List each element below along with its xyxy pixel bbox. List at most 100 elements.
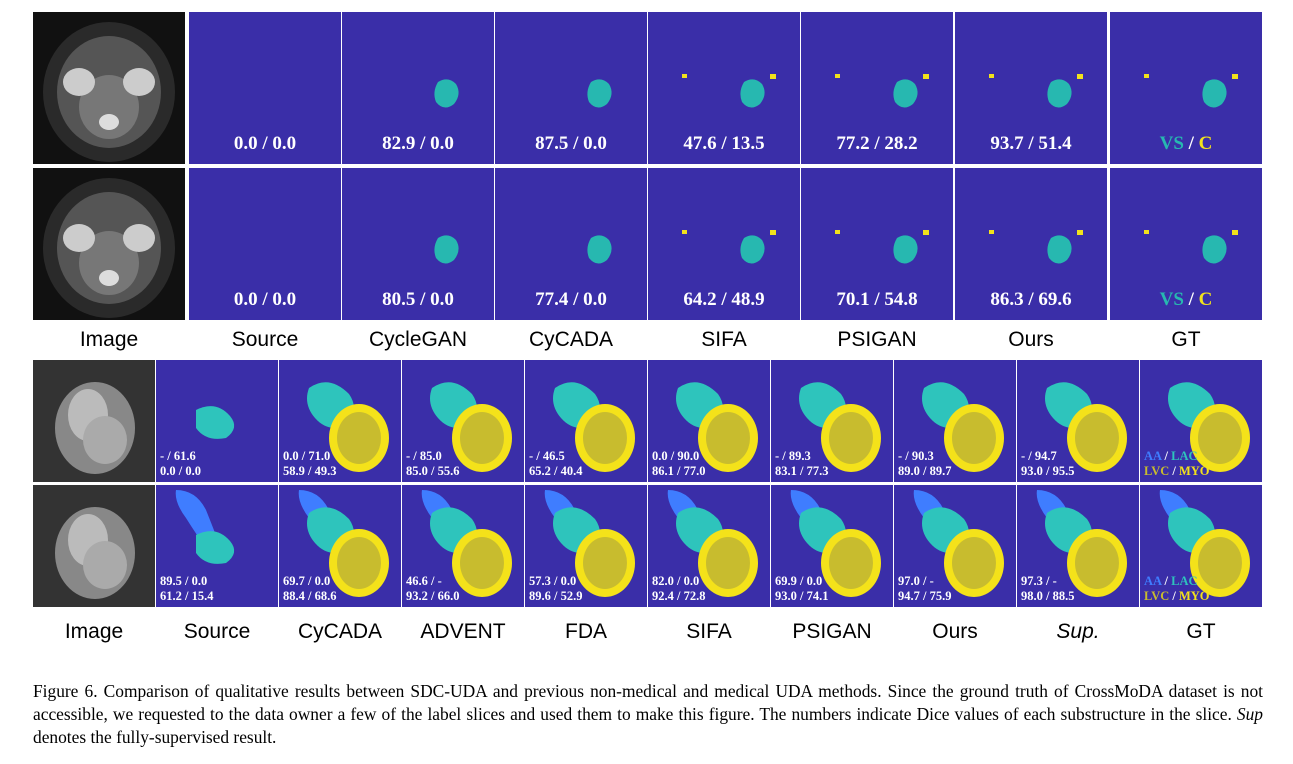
dice-score-line2: 85.0 / 55.6 bbox=[406, 464, 460, 478]
lac-mask bbox=[196, 406, 235, 439]
segmentation-cell: AA / LAC LVC / MYO bbox=[1140, 360, 1262, 482]
dice-score-line1: - / 61.6 bbox=[160, 449, 196, 463]
column-label: Source bbox=[183, 620, 251, 643]
column-label: CyCADA bbox=[297, 620, 382, 643]
segmentation-cell: 64.2 / 48.9 bbox=[648, 168, 800, 320]
segmentation-cell: 70.1 / 54.8 bbox=[801, 168, 953, 320]
cochlea-mask bbox=[923, 74, 929, 79]
dice-score-line1: 97.3 / - bbox=[1021, 574, 1057, 588]
dice-score-line2: 89.0 / 89.7 bbox=[898, 464, 952, 478]
dice-score: 47.6 / 13.5 bbox=[683, 133, 765, 154]
segmentation-cell: 69.7 / 0.0 88.4 / 68.6 bbox=[279, 485, 401, 607]
lvc-mask bbox=[583, 412, 627, 464]
vs-mask bbox=[740, 79, 765, 108]
lvc-mask bbox=[337, 537, 381, 589]
cochlea-mask bbox=[1144, 230, 1149, 234]
legend-lac: LAC bbox=[1171, 574, 1198, 588]
segmentation-cell: - / 89.3 83.1 / 77.3 bbox=[771, 360, 893, 482]
cochlea-mask bbox=[1144, 74, 1149, 78]
column-label: FDA bbox=[565, 620, 607, 643]
column-label: PSIGAN bbox=[792, 620, 872, 643]
dice-score: 97.0 / -94.7 / 75.9 bbox=[898, 574, 951, 604]
segmentation-cell: - / 85.0 85.0 / 55.6 bbox=[402, 360, 524, 482]
lvc-mask bbox=[460, 412, 504, 464]
dice-score: - / 90.3 89.0 / 89.7 bbox=[898, 449, 951, 479]
dice-score-line1: 0.0 / 71.0 bbox=[283, 449, 331, 463]
column-label: Image bbox=[79, 328, 139, 351]
column-label: CycleGAN bbox=[368, 328, 468, 351]
segmentation-cell: - / 90.3 89.0 / 89.7 bbox=[894, 360, 1016, 482]
dice-score-line2: 93.2 / 66.0 bbox=[406, 589, 460, 603]
dice-score-line1: 89.5 / 0.0 bbox=[160, 574, 208, 588]
lvc-mask bbox=[952, 412, 996, 464]
vs-mask bbox=[1047, 79, 1072, 108]
dice-score-line1: 97.0 / - bbox=[898, 574, 934, 588]
mri-image bbox=[33, 168, 185, 320]
dice-score: 64.2 / 48.9 bbox=[683, 289, 765, 310]
lvc-mask bbox=[829, 412, 873, 464]
dice-score-line1: 57.3 / 0.0 bbox=[529, 574, 577, 588]
dice-score: - / 85.0 85.0 / 55.6 bbox=[406, 449, 459, 479]
legend-sep: / bbox=[1161, 449, 1172, 463]
dice-score-line2: 58.9 / 49.3 bbox=[283, 464, 337, 478]
cochlea-mask bbox=[835, 74, 840, 78]
gt-legend: VS / C bbox=[1110, 289, 1262, 311]
lvc-mask bbox=[1075, 412, 1119, 464]
legend-sep: / bbox=[1183, 289, 1199, 310]
cochlea-mask bbox=[1232, 74, 1238, 79]
dice-score-line1: 82.0 / 0.0 bbox=[652, 574, 700, 588]
vs-mask bbox=[893, 235, 918, 264]
legend-lvc: LVC bbox=[1144, 464, 1170, 478]
column-label: SIFA bbox=[686, 620, 732, 643]
dice-score-line2: 61.2 / 15.4 bbox=[160, 589, 214, 603]
legend-lac: LAC bbox=[1171, 449, 1198, 463]
legend-sep: / bbox=[1183, 133, 1199, 154]
segmentation-cell: 77.4 / 0.0 bbox=[495, 168, 647, 320]
column-label: Sup. bbox=[1056, 620, 1100, 643]
cochlea-mask bbox=[1232, 230, 1238, 235]
dice-score-line1: 69.9 / 0.0 bbox=[775, 574, 823, 588]
dice-score: 77.2 / 28.2 bbox=[836, 133, 918, 154]
dice-score: 0.0 / 71.0 58.9 / 49.3 bbox=[283, 449, 336, 479]
vs-mask bbox=[587, 235, 612, 264]
lvc-mask bbox=[337, 412, 381, 464]
segmentation-cell: 47.6 / 13.5 bbox=[648, 12, 800, 164]
segmentation-cell: VS / C bbox=[1110, 12, 1262, 164]
segmentation-cell: 0.0 / 0.0 bbox=[189, 168, 341, 320]
cochlea-mask bbox=[1077, 74, 1083, 79]
dice-score-line1: - / 94.7 bbox=[1021, 449, 1057, 463]
dice-score: 57.3 / 0.0 89.6 / 52.9 bbox=[529, 574, 582, 604]
dice-score: - / 46.5 65.2 / 40.4 bbox=[529, 449, 582, 479]
dice-score: 89.5 / 0.0 61.2 / 15.4 bbox=[160, 574, 213, 604]
dice-score: 97.3 / -98.0 / 88.5 bbox=[1021, 574, 1074, 604]
dice-score-line1: - / 46.5 bbox=[529, 449, 565, 463]
legend-vs: VS bbox=[1159, 133, 1184, 154]
vs-mask bbox=[434, 235, 459, 264]
segmentation-cell: 97.3 / -98.0 / 88.5 bbox=[1017, 485, 1139, 607]
dice-score: 46.6 / -93.2 / 66.0 bbox=[406, 574, 459, 604]
segmentation-cell: VS / C bbox=[1110, 168, 1262, 320]
cochlea-mask bbox=[682, 230, 687, 234]
dice-score: - / 94.7 93.0 / 95.5 bbox=[1021, 449, 1074, 479]
dice-score-line2: 93.0 / 95.5 bbox=[1021, 464, 1075, 478]
legend-myo: MYO bbox=[1178, 464, 1210, 478]
legend-myo: MYO bbox=[1178, 589, 1210, 603]
segmentation-cell: 86.3 / 69.6 bbox=[955, 168, 1107, 320]
dice-score-line2: 93.0 / 74.1 bbox=[775, 589, 829, 603]
dice-score-line2: 86.1 / 77.0 bbox=[652, 464, 706, 478]
lvc-mask bbox=[1198, 412, 1242, 464]
vs-mask bbox=[434, 79, 459, 108]
lvc-mask bbox=[829, 537, 873, 589]
cochlea-mask bbox=[923, 230, 929, 235]
column-label: GT bbox=[1171, 328, 1201, 351]
dice-score-line2: 98.0 / 88.5 bbox=[1021, 589, 1075, 603]
ct-image bbox=[33, 485, 155, 607]
legend-aa: AA bbox=[1144, 449, 1162, 463]
segmentation-cell: AA / LAC LVC / MYO bbox=[1140, 485, 1262, 607]
vs-mask bbox=[740, 235, 765, 264]
segmentation-cell: 82.9 / 0.0 bbox=[342, 12, 494, 164]
vs-mask bbox=[893, 79, 918, 108]
dice-score-line2: 94.7 / 75.9 bbox=[898, 589, 952, 603]
dice-score-line1: 46.6 / - bbox=[406, 574, 442, 588]
dice-score-line1: - / 90.3 bbox=[898, 449, 934, 463]
